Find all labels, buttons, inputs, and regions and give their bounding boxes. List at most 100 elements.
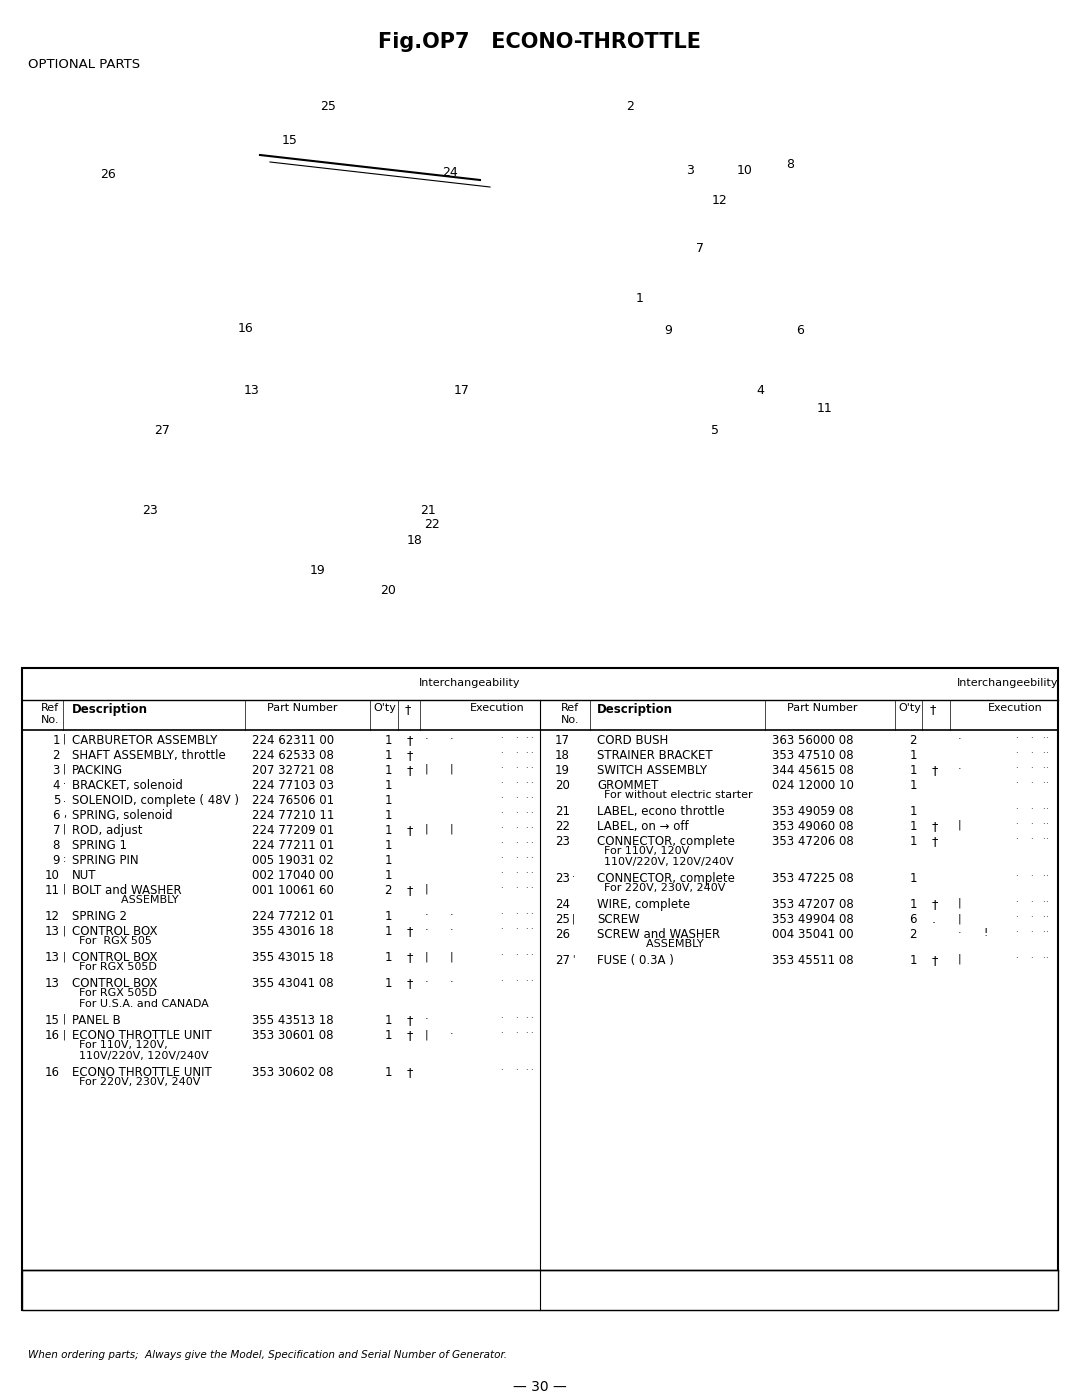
Text: 4: 4 [53, 779, 60, 792]
Text: ·: · [525, 884, 528, 893]
Text: ·: · [530, 734, 532, 743]
Text: ·: · [525, 1014, 528, 1023]
Text: 23: 23 [555, 872, 570, 886]
Text: 224 62533 08: 224 62533 08 [252, 748, 334, 762]
Text: ·: · [1015, 820, 1017, 830]
Text: ·: · [530, 925, 532, 935]
Text: ·: · [1045, 804, 1048, 814]
Text: 10: 10 [737, 164, 753, 176]
Text: .: . [932, 914, 936, 926]
Text: ·: · [450, 909, 454, 921]
Text: ·: · [1030, 928, 1032, 937]
Text: 21: 21 [420, 504, 436, 516]
Text: Description: Description [72, 704, 148, 716]
Text: 18: 18 [555, 748, 570, 762]
Text: ·: · [1045, 779, 1048, 788]
Text: |: | [63, 925, 66, 936]
Text: ·: · [525, 951, 528, 960]
Text: ·: · [500, 748, 502, 758]
Text: ·: · [530, 764, 532, 774]
Text: 1: 1 [384, 909, 392, 923]
Text: ·: · [500, 734, 502, 743]
Text: ·: · [515, 853, 517, 863]
Text: ·: · [515, 734, 517, 743]
Text: FUSE ( 0.3A ): FUSE ( 0.3A ) [597, 954, 674, 967]
Text: ·: · [1045, 764, 1048, 774]
Text: ·: · [1042, 835, 1044, 844]
Text: 1: 1 [909, 954, 917, 967]
Text: ·: · [515, 779, 517, 788]
Text: ASSEMBLY: ASSEMBLY [597, 939, 704, 949]
Text: 15: 15 [282, 133, 298, 147]
Text: 20: 20 [380, 583, 396, 596]
Text: 224 77103 03: 224 77103 03 [252, 779, 334, 792]
Text: 224 76506 01: 224 76506 01 [252, 795, 334, 807]
Text: CONNECTOR, complete: CONNECTOR, complete [597, 835, 734, 848]
Text: Fig.OP7   ECONO-THROTTLE: Fig.OP7 ECONO-THROTTLE [378, 32, 702, 52]
Text: ROD, adjust: ROD, adjust [72, 824, 143, 837]
Text: ·: · [1030, 804, 1032, 814]
Text: 024 12000 10: 024 12000 10 [772, 779, 854, 792]
Text: †: † [407, 1066, 414, 1079]
Text: †: † [407, 1014, 414, 1027]
Text: SPRING 1: SPRING 1 [72, 839, 127, 852]
Text: 20: 20 [555, 779, 570, 792]
Text: 24: 24 [555, 898, 570, 911]
Text: ·: · [500, 951, 502, 960]
Text: |: | [450, 951, 454, 961]
Text: ·: · [1030, 748, 1032, 758]
Text: ·: · [500, 779, 502, 788]
Text: 224 77211 01: 224 77211 01 [252, 839, 335, 852]
Text: 110V/220V, 120V/240V: 110V/220V, 120V/240V [72, 1051, 208, 1060]
Text: †: † [407, 925, 414, 937]
Text: ECONO THROTTLE UNIT: ECONO THROTTLE UNIT [72, 1066, 212, 1079]
Text: 1: 1 [384, 779, 392, 792]
Text: For 110V, 120V: For 110V, 120V [597, 846, 689, 856]
Text: SPRING PIN: SPRING PIN [72, 853, 138, 867]
Text: ·: · [525, 748, 528, 758]
Text: 1: 1 [909, 779, 917, 792]
Text: ·: · [500, 909, 502, 919]
Text: ·: · [450, 925, 454, 935]
Text: BOLT and WASHER: BOLT and WASHER [72, 884, 181, 897]
Text: 2: 2 [909, 928, 917, 942]
Text: 2: 2 [53, 748, 60, 762]
Text: ·: · [450, 1030, 454, 1039]
Text: 224 77210 11: 224 77210 11 [252, 809, 335, 823]
Text: Part Number: Part Number [786, 704, 858, 713]
Text: :: : [63, 853, 66, 865]
Text: ·: · [1030, 734, 1032, 743]
Text: †: † [932, 764, 939, 776]
Text: .: . [63, 795, 66, 804]
Text: 18: 18 [407, 533, 423, 547]
Text: NUT: NUT [72, 869, 96, 881]
Text: ·: · [525, 853, 528, 863]
Text: 19: 19 [310, 564, 326, 576]
Text: 9: 9 [664, 323, 672, 337]
Text: ·: · [525, 809, 528, 818]
Text: 8: 8 [53, 839, 60, 852]
Text: 1: 1 [909, 748, 917, 762]
Text: ·: · [525, 839, 528, 848]
Text: Ref
No.: Ref No. [561, 704, 579, 725]
Text: ·: · [525, 824, 528, 832]
Text: ·: · [500, 764, 502, 774]
Text: †: † [407, 734, 414, 747]
Text: ·: · [500, 925, 502, 935]
Text: ·: · [525, 734, 528, 743]
Text: |: | [958, 954, 961, 964]
Text: ·: · [500, 884, 502, 893]
Text: ·: · [1045, 835, 1048, 844]
Text: |: | [426, 1030, 429, 1039]
Text: 1: 1 [384, 748, 392, 762]
Text: ·: · [1015, 804, 1017, 814]
Text: 4: 4 [756, 383, 764, 396]
Text: ·: · [450, 734, 454, 744]
Text: |: | [958, 898, 961, 908]
Text: ·: · [515, 1030, 517, 1038]
Text: ·: · [1045, 898, 1048, 907]
Text: 353 47510 08: 353 47510 08 [772, 748, 853, 762]
Text: ·: · [500, 853, 502, 863]
Text: When ordering parts;  Always give the Model, Specification and Serial Number of : When ordering parts; Always give the Mod… [28, 1350, 507, 1360]
Text: CORD BUSH: CORD BUSH [597, 734, 669, 747]
